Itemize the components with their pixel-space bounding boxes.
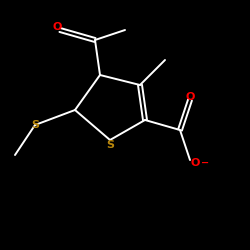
Text: −: −: [201, 158, 209, 168]
Text: S: S: [106, 140, 114, 150]
Text: S: S: [31, 120, 39, 130]
Text: O: O: [185, 92, 195, 102]
Text: O: O: [190, 158, 200, 168]
Text: O: O: [53, 22, 62, 32]
